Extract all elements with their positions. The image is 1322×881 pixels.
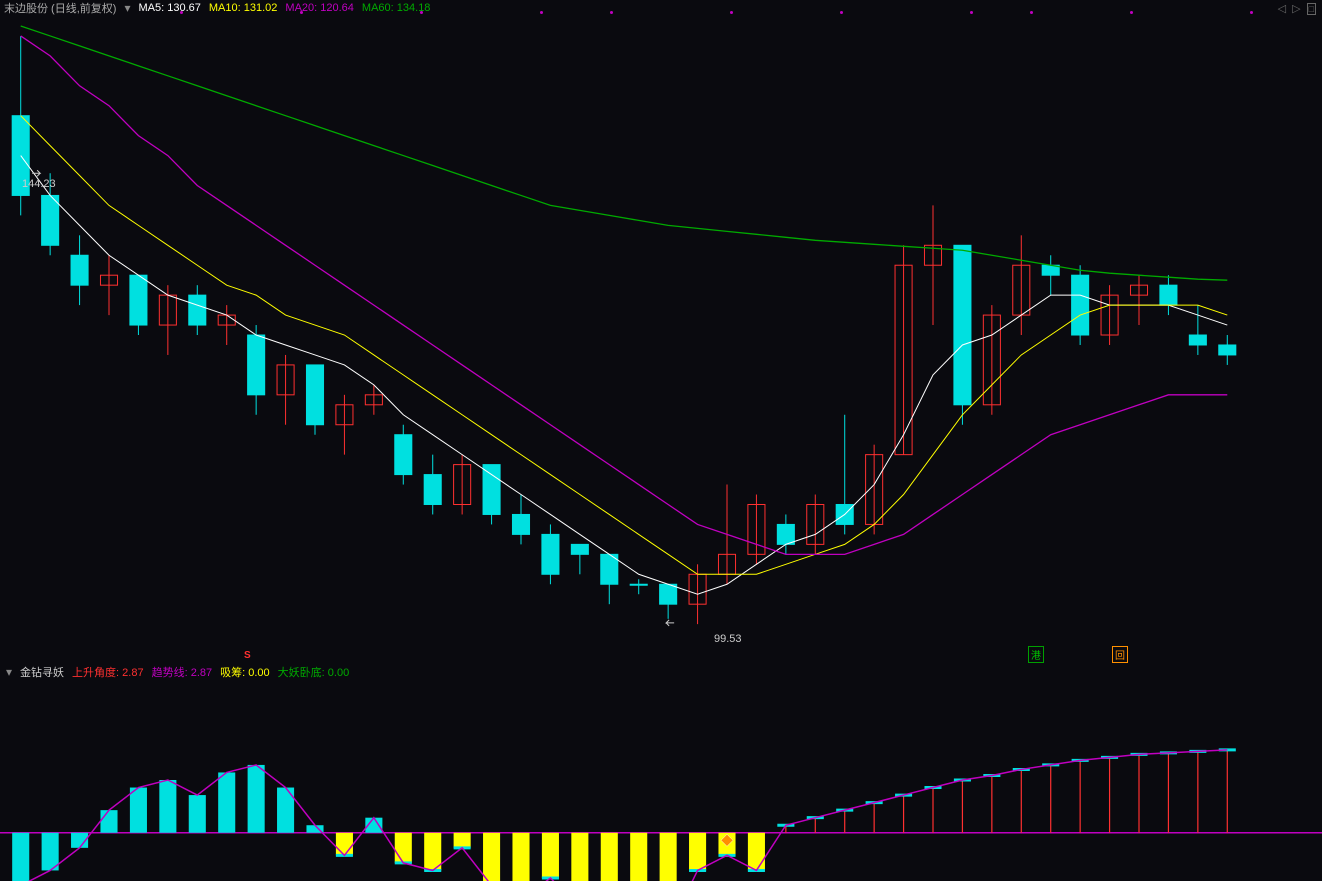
sub-i3: 大妖卧底: 0.00 [278,664,350,680]
indicator-header: ▾ 金钻寻妖 上升角度: 2.87 趋势线: 2.87 吸筹: 0.00 大妖卧… [0,664,1322,680]
indicator-name: 金钻寻妖 [20,664,64,680]
indicator-chart[interactable] [0,680,1322,881]
sub-i0: 上升角度: 2.87 [72,664,144,680]
dividend-dots [0,11,1322,15]
low-marker: 99.53 [714,633,742,645]
sub-i2: 吸筹: 0.00 [220,664,270,680]
hui-badge: 回 [1112,646,1128,663]
candlestick-chart[interactable]: 144.23 99.53 港 回 [0,16,1322,664]
expand-sub-icon[interactable]: ▾ [6,665,12,679]
high-marker: 144.23 [22,178,56,190]
sub-i1: 趋势线: 2.87 [152,664,213,680]
gang-badge: 港 [1028,646,1044,663]
s-marker: S [244,650,251,661]
